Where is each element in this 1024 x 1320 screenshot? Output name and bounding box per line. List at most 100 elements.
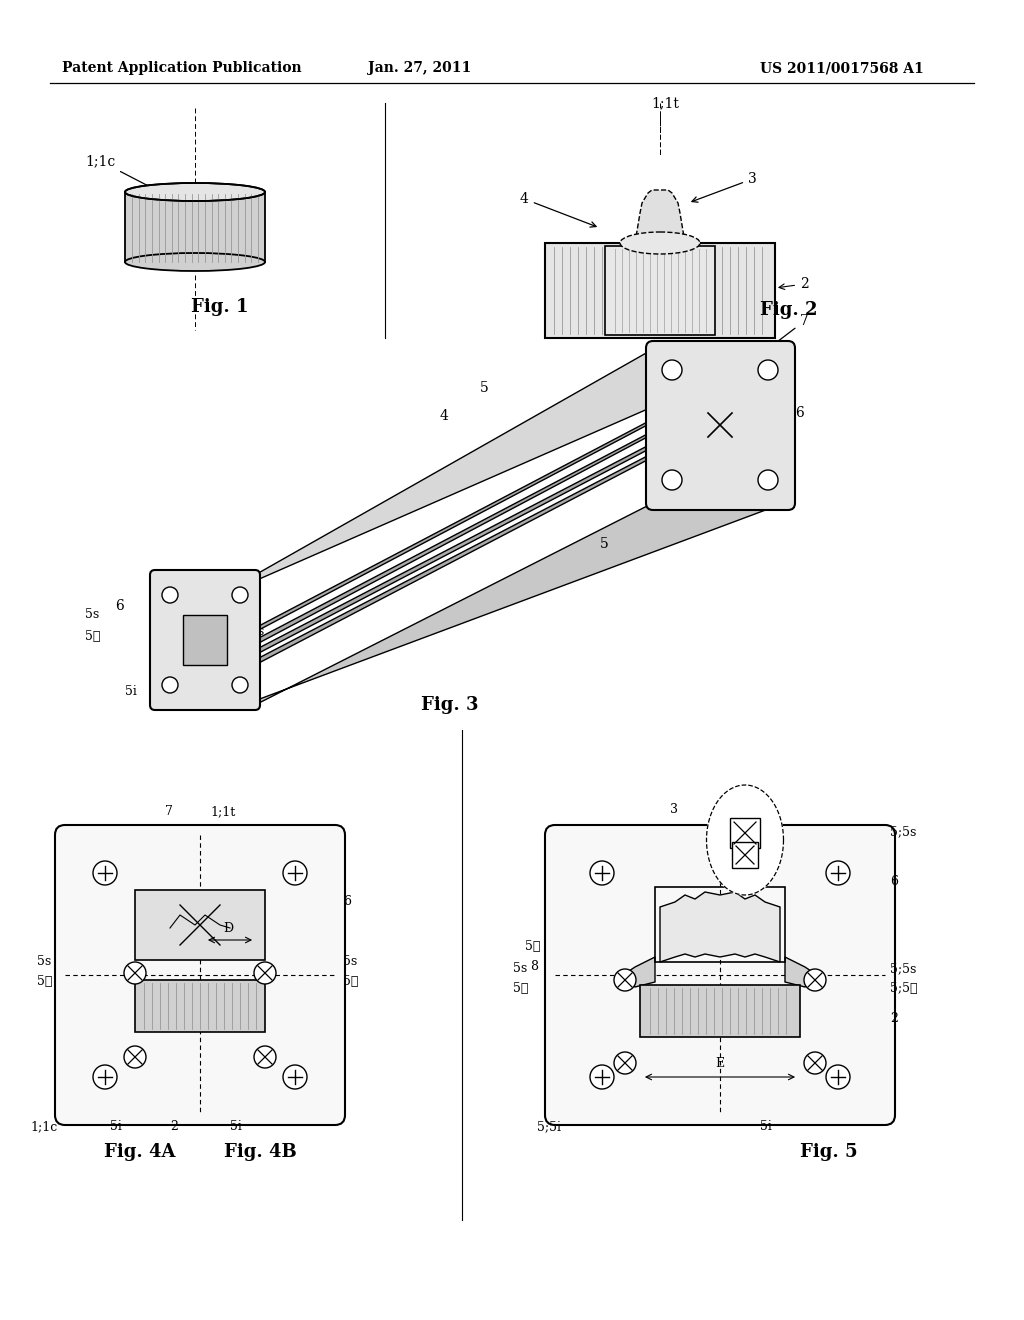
Circle shape — [232, 587, 248, 603]
Polygon shape — [635, 190, 685, 243]
Circle shape — [162, 677, 178, 693]
FancyBboxPatch shape — [545, 825, 895, 1125]
Text: Fig. 3: Fig. 3 — [421, 696, 479, 714]
Text: 5s: 5s — [250, 624, 264, 638]
Text: 6: 6 — [343, 895, 351, 908]
Text: 5ℓ: 5ℓ — [525, 940, 541, 953]
FancyBboxPatch shape — [646, 341, 795, 510]
Circle shape — [124, 962, 146, 983]
Circle shape — [662, 470, 682, 490]
Polygon shape — [785, 957, 820, 987]
FancyBboxPatch shape — [183, 615, 227, 665]
Text: D: D — [223, 921, 233, 935]
Text: 6: 6 — [795, 407, 804, 420]
Text: 1;1t: 1;1t — [651, 96, 679, 110]
Text: 5;5i: 5;5i — [537, 1119, 561, 1133]
Text: 1;1t: 1;1t — [210, 805, 236, 818]
Text: 8: 8 — [530, 960, 538, 973]
Circle shape — [614, 969, 636, 991]
Text: 1;1c: 1;1c — [30, 1119, 57, 1133]
Text: 5ℓ: 5ℓ — [85, 630, 100, 643]
Circle shape — [124, 1045, 146, 1068]
Polygon shape — [255, 502, 787, 705]
Ellipse shape — [125, 253, 265, 271]
Text: Fig. 4A: Fig. 4A — [104, 1143, 176, 1162]
Circle shape — [826, 861, 850, 884]
Text: 5s: 5s — [85, 609, 99, 620]
FancyBboxPatch shape — [605, 246, 715, 335]
Text: Fig. 1: Fig. 1 — [191, 298, 249, 315]
Text: 5ℓ: 5ℓ — [37, 975, 52, 987]
Polygon shape — [255, 444, 653, 655]
FancyBboxPatch shape — [545, 243, 775, 338]
Polygon shape — [255, 418, 653, 632]
Text: 3: 3 — [692, 172, 757, 202]
FancyBboxPatch shape — [135, 979, 265, 1032]
Text: 2: 2 — [890, 1012, 898, 1026]
Text: 1;1c: 1;1c — [85, 154, 157, 190]
Circle shape — [804, 1052, 826, 1074]
Text: 6: 6 — [115, 599, 124, 612]
FancyBboxPatch shape — [640, 985, 800, 1038]
Circle shape — [93, 861, 117, 884]
Text: 5s: 5s — [343, 954, 357, 968]
Text: 5: 5 — [480, 381, 488, 395]
Text: 6: 6 — [890, 875, 898, 888]
Polygon shape — [255, 348, 787, 579]
Text: 5ℓ: 5ℓ — [215, 685, 230, 698]
FancyBboxPatch shape — [55, 825, 345, 1125]
Text: Jan. 27, 2011: Jan. 27, 2011 — [369, 61, 472, 75]
Polygon shape — [660, 892, 780, 962]
Polygon shape — [707, 785, 783, 895]
Text: Fig. 2: Fig. 2 — [760, 301, 817, 319]
Circle shape — [758, 470, 778, 490]
Text: 3: 3 — [670, 803, 678, 816]
Ellipse shape — [125, 183, 265, 201]
Text: 5: 5 — [600, 537, 608, 550]
Circle shape — [254, 962, 276, 983]
FancyBboxPatch shape — [135, 890, 265, 960]
Circle shape — [804, 969, 826, 991]
Text: 5i: 5i — [110, 1119, 122, 1133]
Text: 7: 7 — [165, 805, 173, 818]
Polygon shape — [620, 957, 655, 987]
Text: Patent Application Publication: Patent Application Publication — [62, 61, 302, 75]
Circle shape — [93, 1065, 117, 1089]
FancyBboxPatch shape — [150, 570, 260, 710]
Text: 5s: 5s — [513, 962, 527, 975]
Circle shape — [283, 1065, 307, 1089]
Circle shape — [662, 360, 682, 380]
Text: US 2011/0017568 A1: US 2011/0017568 A1 — [760, 61, 924, 75]
FancyBboxPatch shape — [125, 191, 265, 261]
Circle shape — [162, 587, 178, 603]
FancyBboxPatch shape — [732, 842, 758, 869]
Polygon shape — [255, 432, 653, 645]
Text: 5s: 5s — [37, 954, 51, 968]
Text: 5;5ℓ: 5;5ℓ — [890, 982, 918, 995]
Circle shape — [614, 1052, 636, 1074]
FancyBboxPatch shape — [730, 818, 760, 847]
Circle shape — [590, 861, 614, 884]
Text: Fig. 4B: Fig. 4B — [223, 1143, 296, 1162]
Circle shape — [590, 1065, 614, 1089]
Text: Fig. 5: Fig. 5 — [800, 1143, 858, 1162]
Polygon shape — [255, 453, 653, 665]
Text: 7: 7 — [763, 314, 809, 352]
Text: 5;5s: 5;5s — [890, 962, 916, 975]
Text: 5;5s: 5;5s — [890, 825, 916, 838]
Circle shape — [254, 1045, 276, 1068]
Circle shape — [283, 861, 307, 884]
Text: 4: 4 — [520, 191, 596, 227]
Ellipse shape — [620, 232, 700, 253]
Text: 4: 4 — [440, 409, 449, 422]
Text: 2: 2 — [779, 277, 809, 290]
Text: 5i: 5i — [760, 1119, 772, 1133]
Text: 5i: 5i — [230, 1119, 242, 1133]
Circle shape — [232, 677, 248, 693]
Text: E: E — [716, 1057, 725, 1071]
Text: 5ℓ: 5ℓ — [343, 975, 358, 987]
Text: 5i: 5i — [125, 685, 137, 698]
Circle shape — [758, 360, 778, 380]
Text: 2: 2 — [170, 1119, 178, 1133]
Text: 5ℓ: 5ℓ — [513, 982, 528, 995]
